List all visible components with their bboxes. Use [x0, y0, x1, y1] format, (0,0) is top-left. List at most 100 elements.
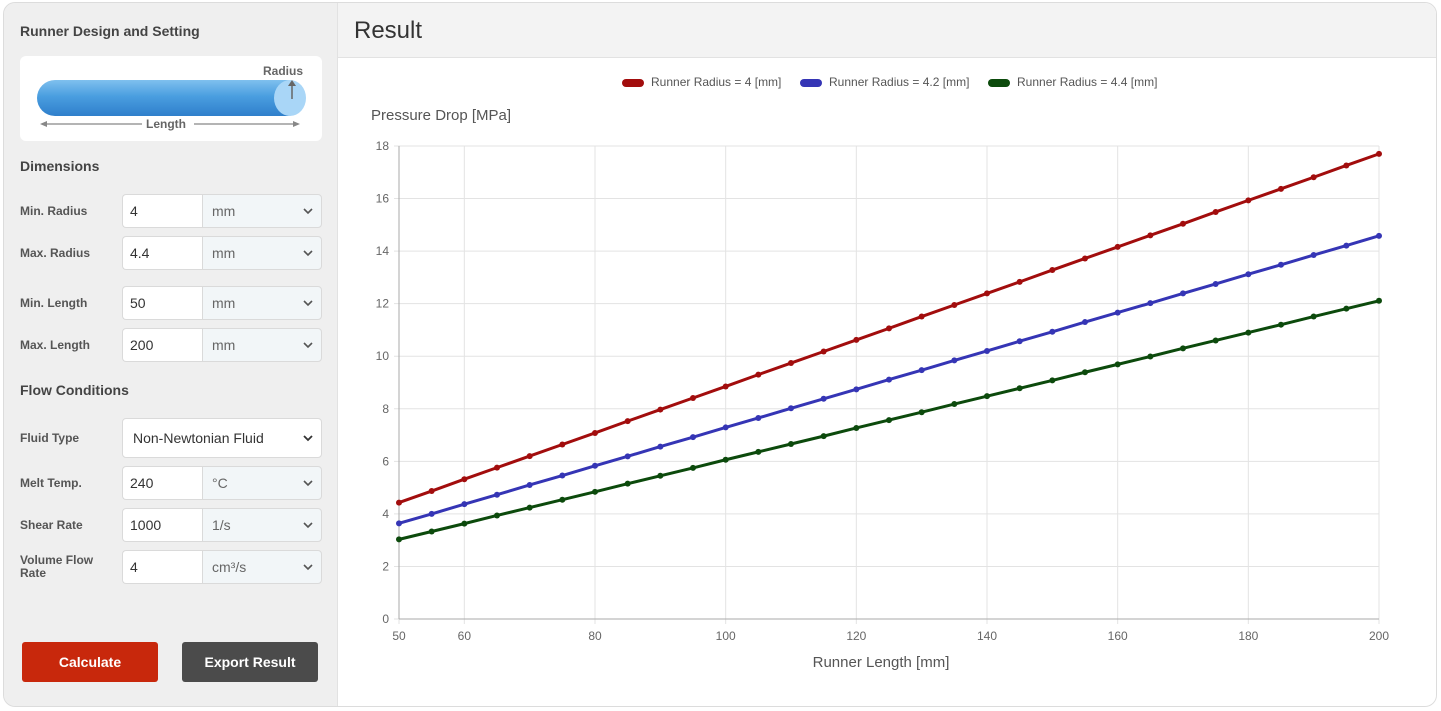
shear-rate-label: Shear Rate — [20, 518, 83, 532]
min-length-label: Min. Length — [20, 296, 88, 310]
data-point — [559, 496, 566, 503]
data-point — [1114, 243, 1121, 250]
unit-label: mm — [212, 337, 236, 353]
max-radius-label: Max. Radius — [20, 246, 91, 260]
data-point — [657, 472, 664, 479]
min-radius-input[interactable]: 4 — [122, 194, 202, 228]
shear-rate-input[interactable]: 1000 — [122, 508, 202, 542]
result-panel: Result Runner Radius = 4 [mm] Runner Rad… — [337, 3, 1436, 706]
data-point — [428, 528, 435, 535]
data-point — [788, 405, 794, 412]
data-point — [1082, 255, 1088, 262]
data-point — [396, 520, 402, 527]
data-point — [1245, 197, 1252, 204]
data-point — [428, 510, 435, 517]
data-point — [1212, 280, 1219, 287]
data-point — [722, 383, 729, 390]
volume-flow-rate-unit-select[interactable]: cm³/s — [202, 550, 322, 584]
max-length-input[interactable]: 200 — [122, 328, 202, 362]
y-tick-label: 10 — [376, 349, 390, 363]
volume-flow-rate-input[interactable]: 4 — [122, 550, 202, 584]
data-point — [526, 453, 533, 460]
data-point — [1310, 252, 1317, 259]
legend-item-radius-4-4[interactable]: Runner Radius = 4.4 [mm] — [988, 75, 1157, 89]
data-point — [820, 348, 827, 355]
volume-flow-rate-label: Volume Flow Rate — [20, 553, 94, 580]
data-point — [755, 414, 762, 421]
length-label: Length — [146, 117, 186, 131]
x-tick-label: 50 — [392, 629, 406, 643]
app-window: Runner Design and Setting Le — [3, 2, 1437, 707]
dimensions-title: Dimensions — [20, 158, 100, 174]
min-radius-label: Min. Radius — [20, 204, 88, 218]
data-point — [1245, 271, 1252, 278]
min-radius-unit-select[interactable]: mm — [202, 194, 322, 228]
data-point — [722, 456, 729, 463]
y-tick-label: 8 — [382, 402, 389, 416]
data-point — [755, 448, 762, 455]
max-radius-unit-select[interactable]: mm — [202, 236, 322, 270]
legend-item-radius-4-2[interactable]: Runner Radius = 4.2 [mm] — [800, 75, 969, 89]
data-point — [690, 464, 696, 471]
unit-label: 1/s — [212, 517, 231, 533]
chevron-down-icon — [303, 564, 313, 571]
x-tick-label: 80 — [588, 629, 602, 643]
data-point — [1343, 162, 1350, 169]
data-point — [592, 429, 598, 436]
data-point — [1278, 321, 1284, 328]
data-point — [951, 401, 958, 408]
data-point — [396, 536, 402, 543]
data-point — [559, 472, 566, 479]
data-point — [853, 424, 860, 431]
x-tick-label: 200 — [1369, 629, 1389, 643]
data-point — [886, 417, 892, 424]
data-point — [1180, 290, 1186, 297]
data-point — [755, 371, 762, 378]
shear-rate-unit-select[interactable]: 1/s — [202, 508, 322, 542]
data-point — [657, 406, 664, 413]
legend-item-radius-4[interactable]: Runner Radius = 4 [mm] — [622, 75, 781, 89]
x-axis-label: Runner Length [mm] — [813, 654, 950, 671]
max-length-unit-select[interactable]: mm — [202, 328, 322, 362]
y-tick-label: 0 — [382, 612, 389, 626]
settings-panel: Runner Design and Setting Le — [4, 3, 337, 706]
data-point — [396, 499, 402, 506]
data-point — [428, 488, 435, 495]
data-point — [1278, 185, 1284, 192]
result-header: Result — [338, 3, 1436, 58]
y-axis-label: Pressure Drop [MPa] — [371, 107, 511, 124]
unit-label: mm — [212, 295, 236, 311]
data-point — [1245, 329, 1252, 336]
data-point — [1016, 338, 1023, 345]
y-tick-label: 14 — [376, 244, 390, 258]
data-point — [1049, 267, 1056, 274]
export-result-button[interactable]: Export Result — [182, 642, 318, 682]
data-point — [526, 481, 533, 488]
data-point — [1180, 345, 1186, 352]
min-length-unit-select[interactable]: mm — [202, 286, 322, 320]
data-point — [984, 347, 990, 354]
data-point — [918, 409, 925, 416]
x-tick-label: 60 — [458, 629, 472, 643]
min-length-input[interactable]: 50 — [122, 286, 202, 320]
data-point — [820, 433, 827, 440]
x-tick-label: 120 — [846, 629, 866, 643]
fluid-type-label: Fluid Type — [20, 431, 80, 445]
max-radius-input[interactable]: 4.4 — [122, 236, 202, 270]
calculate-button[interactable]: Calculate — [22, 642, 158, 682]
result-title: Result — [354, 17, 423, 44]
y-tick-label: 2 — [382, 559, 389, 573]
chevron-down-icon — [303, 342, 313, 349]
chevron-down-icon — [303, 522, 313, 529]
data-point — [494, 512, 500, 519]
unit-label: mm — [212, 245, 236, 261]
data-point — [820, 395, 827, 402]
y-tick-label: 6 — [382, 454, 389, 468]
fluid-type-select[interactable]: Non-Newtonian Fluid — [122, 418, 322, 458]
data-point — [559, 441, 566, 448]
data-point — [984, 393, 990, 400]
melt-temp-input[interactable]: 240 — [122, 466, 202, 500]
x-tick-label: 160 — [1108, 629, 1128, 643]
data-point — [1376, 297, 1382, 304]
melt-temp-unit-select[interactable]: °C — [202, 466, 322, 500]
